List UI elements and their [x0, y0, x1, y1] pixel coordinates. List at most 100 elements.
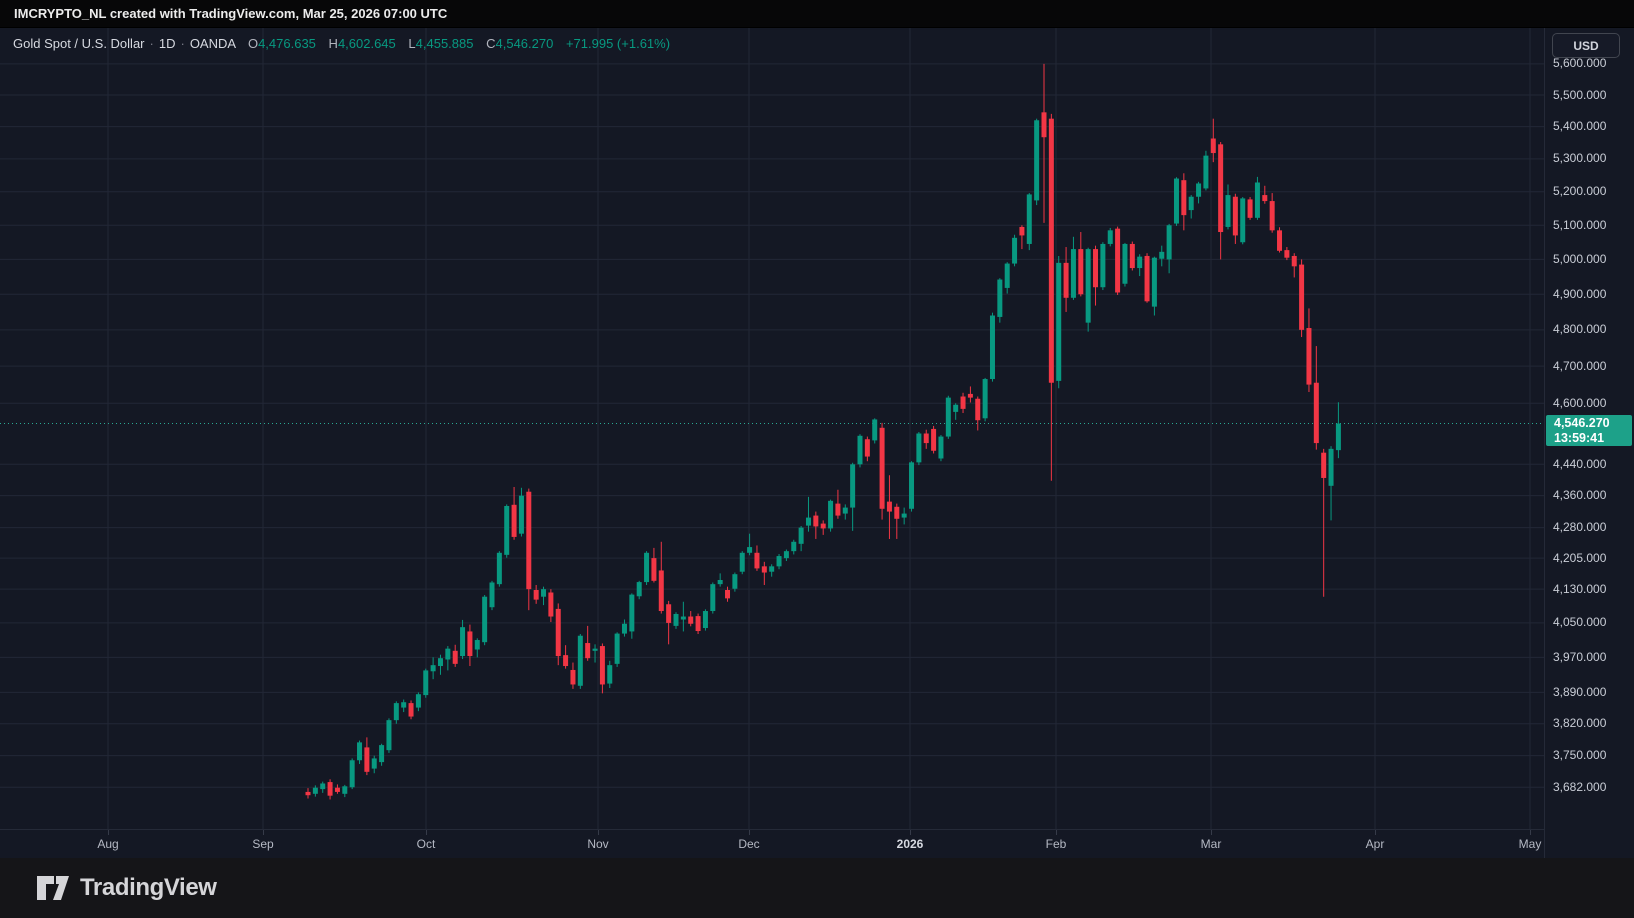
candle-body	[783, 551, 789, 559]
candle-body	[1188, 196, 1194, 211]
candle-body	[673, 613, 679, 626]
candle-body	[886, 501, 892, 512]
candle-body	[496, 552, 502, 585]
time-tickmark	[108, 830, 109, 835]
chart-pane[interactable]: Gold Spot / U.S. Dollar · 1D · OANDA O4,476.…	[0, 28, 1544, 829]
time-tick-label: 2026	[896, 837, 924, 851]
candle-body	[1284, 250, 1290, 258]
candle-body	[548, 592, 554, 617]
price-tick-label: 4,050.000	[1553, 615, 1607, 630]
time-tickmark	[1056, 830, 1057, 835]
candle-body	[401, 702, 407, 708]
candle-body	[710, 584, 716, 612]
price-tick-label: 5,000.000	[1553, 251, 1607, 266]
candle-body	[975, 398, 981, 421]
legend-separator: ·	[180, 36, 185, 51]
price-tick-label: 5,600.000	[1553, 56, 1607, 71]
candle-body	[636, 582, 642, 597]
candle-body	[320, 783, 326, 790]
candle-body	[850, 464, 856, 508]
candle-body	[761, 566, 767, 573]
candle-body	[533, 589, 539, 600]
candle-body	[732, 574, 738, 589]
candlestick-chart[interactable]	[0, 28, 1544, 829]
candle-body	[504, 505, 510, 555]
price-tick-label: 4,600.000	[1553, 395, 1607, 410]
candle-body	[798, 527, 804, 544]
candle-body	[312, 787, 318, 794]
time-tick-label: Oct	[416, 837, 436, 851]
price-tick-label: 3,820.000	[1553, 716, 1607, 731]
legend-high-label: H	[328, 36, 338, 51]
candle-body	[651, 558, 657, 581]
snapshot-title: IMCRYPTO_NL created with TradingView.com…	[14, 6, 448, 21]
candle-body	[1056, 262, 1062, 381]
candle-body	[570, 669, 576, 685]
price-tick-label: 5,100.000	[1553, 217, 1607, 232]
candle-body	[1254, 182, 1260, 218]
candle-body	[909, 462, 915, 509]
legend-exchange[interactable]: OANDA	[189, 36, 236, 51]
candle-body	[393, 703, 399, 721]
price-tick-label: 3,970.000	[1553, 649, 1607, 664]
candle-body	[835, 503, 841, 516]
candle-body	[857, 435, 863, 465]
time-tickmark	[749, 830, 750, 835]
candle-body	[423, 670, 429, 696]
candle-body	[474, 640, 480, 650]
legend-open-label: O	[247, 36, 259, 51]
candle-body	[614, 633, 620, 664]
candle-body	[739, 552, 745, 572]
candle-body	[585, 643, 591, 659]
candle-body	[1144, 255, 1150, 302]
candle-body	[1048, 118, 1054, 383]
time-tickmark	[1530, 830, 1531, 835]
candle-body	[1240, 198, 1246, 243]
candle-body	[872, 419, 878, 441]
time-tick-label: Aug	[97, 837, 119, 851]
candle-body	[1299, 264, 1305, 330]
time-tick-label: Nov	[587, 837, 609, 851]
candle-body	[1115, 228, 1121, 293]
candle-body	[666, 604, 672, 623]
snapshot-header: IMCRYPTO_NL created with TradingView.com…	[0, 0, 1634, 28]
candle-body	[1019, 226, 1025, 236]
price-tick-label: 5,200.000	[1553, 184, 1607, 199]
time-tickmark	[263, 830, 264, 835]
time-tickmark	[598, 830, 599, 835]
candle-body	[445, 648, 451, 660]
legend-symbol-name[interactable]: Gold Spot / U.S. Dollar	[13, 36, 145, 51]
time-tickmark	[1375, 830, 1376, 835]
candle-body	[938, 436, 944, 459]
legend-interval[interactable]: 1D	[158, 36, 176, 51]
candle-body	[805, 517, 811, 526]
candle-body	[1129, 243, 1135, 269]
price-tick-label: 4,205.000	[1553, 550, 1607, 565]
candle-body	[460, 627, 466, 657]
time-tickmark	[910, 830, 911, 835]
candle-body	[931, 428, 937, 451]
time-tickmark	[426, 830, 427, 835]
tradingview-logo[interactable]: TradingView	[36, 874, 217, 902]
candle-body	[555, 608, 561, 657]
currency-toggle-button[interactable]: USD	[1552, 33, 1620, 58]
time-tick-label: Mar	[1200, 837, 1222, 851]
legend-close-value: 4,546.270	[495, 36, 554, 51]
candle-body	[967, 393, 973, 398]
candle-body	[945, 397, 951, 437]
candle-body	[901, 513, 907, 518]
candle-body	[1306, 328, 1312, 385]
candle-body	[1277, 230, 1283, 251]
candle-body	[982, 379, 988, 419]
candle-body	[680, 616, 686, 620]
candle-body	[1004, 263, 1010, 288]
candle-body	[629, 594, 635, 632]
candle-body	[725, 589, 731, 599]
time-scale[interactable]: Aug Sep Oct Nov Dec 2026 Feb Mar Apr May	[0, 829, 1544, 858]
price-tick-label: 4,900.000	[1553, 286, 1607, 301]
legend-high-value: 4,602.645	[337, 36, 396, 51]
candle-body	[327, 782, 333, 796]
candle-body	[526, 491, 532, 590]
price-scale[interactable]: USD 5,600.000 5,500.000 5,400.000 5,300.000…	[1544, 28, 1634, 858]
candle-body	[577, 635, 583, 686]
